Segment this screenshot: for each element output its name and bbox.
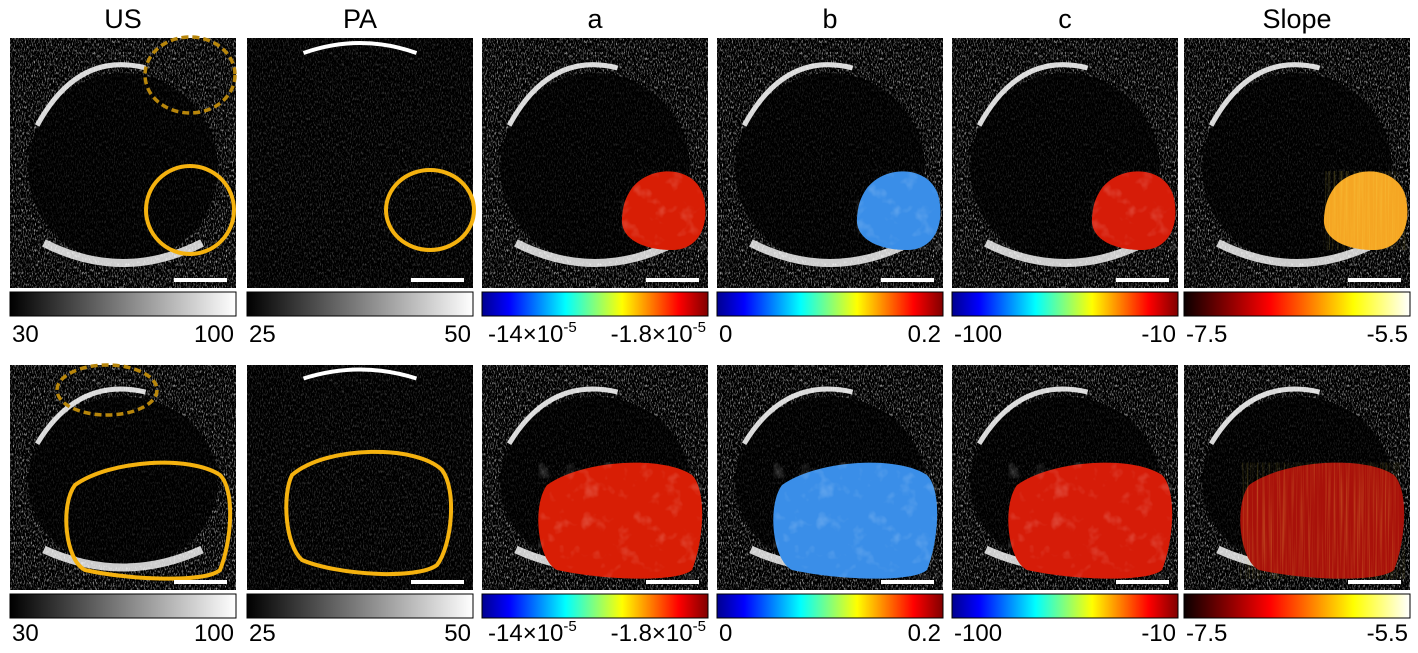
image-panel [952,365,1178,590]
figure: US3010030100PA25502550a-14×10-5-1.8×10-5… [0,0,1418,653]
image-panel [717,38,943,288]
column-title: US [104,4,142,34]
map-texture [773,463,937,579]
label-base: -14×10 [488,321,563,348]
image-panel [247,365,473,590]
label-base: -1.8×10 [611,620,693,647]
colorbar [1184,594,1410,618]
speckle [247,365,473,590]
colorbar-label: 0 [719,321,732,348]
label-base: -14×10 [488,620,563,647]
colorbar [952,594,1178,618]
image-panel [717,365,943,590]
colorbar [952,292,1178,316]
colorbar-label: -14×10-5 [488,618,577,647]
colorbar [1184,292,1410,316]
colorbar-label: -7.5 [1186,321,1227,348]
colorbar-label: 50 [444,620,471,647]
colorbar [247,292,473,316]
colorbar [482,292,708,316]
image-panel [10,365,236,590]
image-panel [10,37,236,288]
colorbar [10,292,236,316]
colorbar-label: -100 [954,620,1002,647]
colorbar-label: -1.8×10-5 [611,319,706,348]
colorbar-label: -5.5 [1367,321,1408,348]
map-texture [538,463,702,579]
column-title: PA [343,4,377,34]
label-base: -1.8×10 [611,321,693,348]
colorbar [10,594,236,618]
colorbar-label: 30 [12,620,39,647]
label-exponent: -5 [693,618,706,635]
image-panel [952,38,1178,288]
label-exponent: -5 [563,618,576,635]
colorbar-label: 50 [444,321,471,348]
colorbar-label: -5.5 [1367,620,1408,647]
colorbar [247,594,473,618]
image-panel [1184,365,1410,590]
colorbar-label: -14×10-5 [488,319,577,348]
colorbar-label: -7.5 [1186,620,1227,647]
colorbar-label: -1.8×10-5 [611,618,706,647]
colorbar-label: 0 [719,620,732,647]
image-panel [247,38,474,288]
map-texture [1008,463,1172,579]
colorbar [482,594,708,618]
colorbar-label: 0.2 [908,620,941,647]
colorbar-label: 30 [12,321,39,348]
map-texture [1240,463,1404,579]
colorbar-label: 25 [249,620,276,647]
dark-cavity [28,397,218,568]
image-panel [482,365,708,590]
image-panel [1184,38,1410,288]
colorbar-label: 100 [194,321,234,348]
column-title: a [587,4,603,34]
colorbar-label: -10 [1141,321,1176,348]
column-title: b [822,4,837,34]
colorbar-label: 0.2 [908,321,941,348]
image-panel [482,38,708,288]
label-exponent: -5 [563,319,576,336]
colorbar-label: 100 [194,620,234,647]
label-exponent: -5 [693,319,706,336]
colorbar-label: -10 [1141,620,1176,647]
colorbar-label: -100 [954,321,1002,348]
column-title: Slope [1262,4,1331,34]
column-title: c [1058,4,1072,34]
colorbar [717,292,943,316]
colorbar [717,594,943,618]
colorbar-label: 25 [249,321,276,348]
